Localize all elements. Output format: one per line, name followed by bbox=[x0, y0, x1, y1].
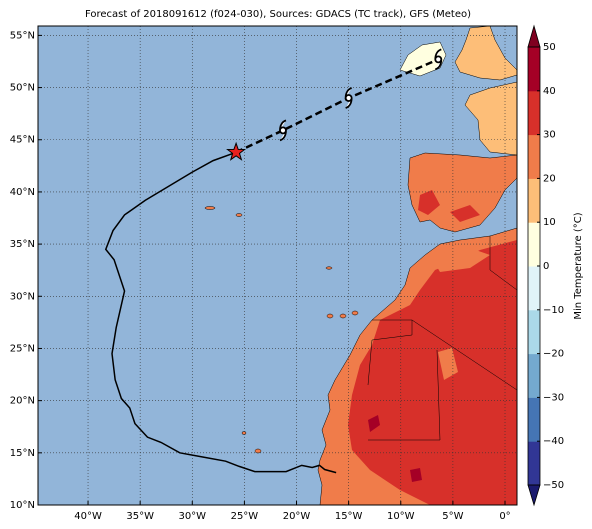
island bbox=[235, 213, 243, 217]
map-title: Forecast of 2018091612 (f024-030), Sourc… bbox=[85, 9, 471, 20]
storm-symbol bbox=[344, 87, 353, 109]
overlay bbox=[38, 26, 517, 505]
colorbar-label: Min Temperature (°C) bbox=[573, 212, 584, 319]
forecast-track bbox=[235, 58, 439, 154]
y-tick-label: 35°N bbox=[10, 239, 35, 250]
colorbar-tick-label: 30 bbox=[543, 130, 556, 141]
colorbar-segment bbox=[528, 353, 540, 398]
island bbox=[326, 313, 334, 319]
y-tick-label: 50°N bbox=[10, 83, 35, 94]
storm-symbol bbox=[279, 119, 287, 142]
colorbar-segment bbox=[528, 178, 540, 223]
hot-patch bbox=[450, 205, 480, 222]
border bbox=[367, 319, 413, 386]
x-tick-label: 5°W bbox=[442, 511, 463, 522]
colorbar-segment bbox=[528, 222, 540, 267]
colorbar-tick-label: −30 bbox=[543, 392, 564, 403]
warm-patch bbox=[430, 248, 490, 272]
past-track bbox=[104, 151, 337, 474]
iberia bbox=[407, 152, 517, 233]
y-tick-label: 20°N bbox=[10, 396, 35, 407]
border bbox=[368, 349, 441, 441]
colorbar-tick-label: −50 bbox=[543, 480, 564, 491]
colorbar-segment bbox=[528, 47, 540, 92]
island bbox=[254, 448, 262, 454]
hot-patch bbox=[368, 415, 380, 432]
y-tick-label: 10°N bbox=[10, 500, 35, 511]
x-tick-label: 15°W bbox=[335, 511, 363, 522]
y-tick-label: 45°N bbox=[10, 135, 35, 146]
colorbar-tick-label: 50 bbox=[543, 42, 556, 53]
x-tick-label: 35°W bbox=[126, 511, 154, 522]
colorbar-tick-label: 10 bbox=[543, 217, 556, 228]
hot-patch bbox=[418, 190, 440, 215]
border bbox=[489, 236, 517, 291]
island bbox=[241, 431, 247, 435]
colorbar-tick-label: 20 bbox=[543, 173, 556, 184]
colorbar-tick-label: −40 bbox=[543, 436, 564, 447]
x-tick-label: 10°W bbox=[387, 511, 415, 522]
colorbar-tick-label: −20 bbox=[543, 349, 564, 360]
colorbar-tick-label: 0 bbox=[543, 261, 549, 272]
map-frame bbox=[37, 25, 518, 506]
britain bbox=[454, 26, 517, 81]
x-tick-label: 30°W bbox=[178, 511, 206, 522]
island bbox=[351, 310, 359, 316]
island bbox=[325, 266, 333, 270]
colorbar-tick-label: 40 bbox=[543, 86, 556, 97]
x-tick-label: 20°W bbox=[283, 511, 311, 522]
land bbox=[204, 26, 517, 505]
island bbox=[204, 206, 216, 210]
colorbar-segment bbox=[528, 309, 540, 355]
border bbox=[411, 319, 517, 391]
colorbar-tick-label: −10 bbox=[543, 305, 564, 316]
y-tick-label: 40°N bbox=[10, 187, 35, 198]
island bbox=[339, 313, 347, 319]
x-tick-label: 0° bbox=[499, 511, 510, 522]
current-position bbox=[226, 141, 247, 161]
y-tick-label: 55°N bbox=[10, 30, 35, 41]
colorbar-extend-low bbox=[527, 484, 541, 507]
y-tick-label: 30°N bbox=[10, 291, 35, 302]
colorbar-segment bbox=[528, 441, 540, 486]
x-tick-label: 40°W bbox=[74, 511, 102, 522]
colorbar-segment bbox=[528, 134, 540, 179]
x-tick-label: 25°W bbox=[231, 511, 259, 522]
storm-symbol bbox=[434, 48, 443, 71]
y-tick-label: 15°N bbox=[10, 448, 35, 459]
colorbar-segment bbox=[528, 266, 540, 311]
ireland bbox=[399, 41, 447, 77]
hot-region bbox=[348, 240, 517, 505]
colorbar-segment bbox=[528, 90, 540, 136]
france bbox=[464, 81, 517, 156]
colorbar-extend-high bbox=[527, 24, 541, 48]
colorbar-segment bbox=[528, 397, 540, 442]
y-tick-label: 25°N bbox=[10, 343, 35, 354]
hot-patch bbox=[410, 468, 422, 482]
